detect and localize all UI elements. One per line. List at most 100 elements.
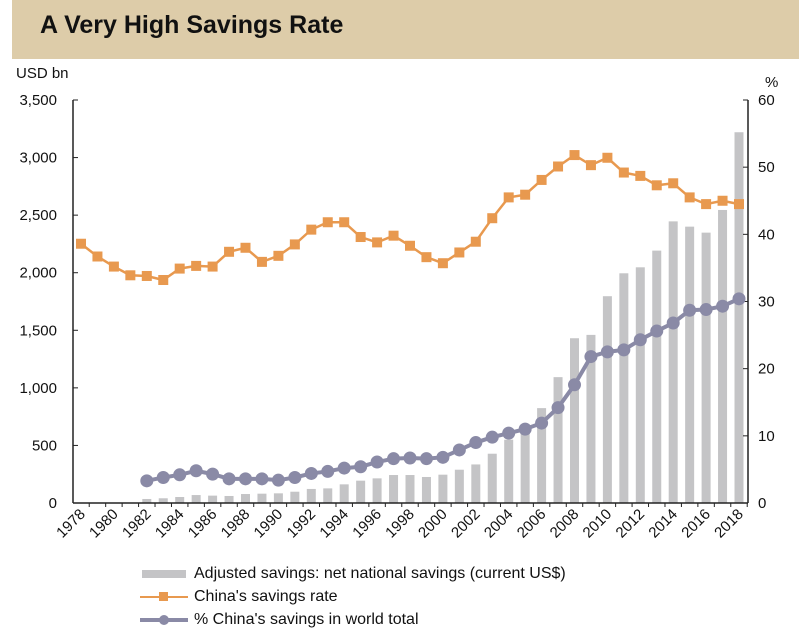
left-tick-label: 3,500	[19, 92, 57, 109]
world-share-point-2001	[452, 443, 466, 457]
savings-rate-point-2002	[470, 236, 481, 247]
world-share-point-2009	[584, 350, 598, 364]
savings-rate-point-1980	[108, 261, 119, 272]
bar-1987	[224, 495, 234, 503]
left-tick-label: 500	[32, 437, 57, 454]
world-share-point-1999	[419, 452, 433, 466]
legend-item-rate: China's savings rate	[140, 585, 566, 608]
right-tick-label: 50	[758, 159, 775, 176]
left-tick-label: 2,500	[19, 207, 57, 224]
x-tick-label: 1978	[53, 506, 89, 542]
right-tick-label: 30	[758, 294, 775, 311]
right-tick-label: 40	[758, 226, 775, 243]
world-share-point-2014	[666, 316, 680, 330]
world-share-point-2010	[600, 345, 614, 359]
bar-2013	[652, 250, 662, 503]
x-tick-label: 1992	[284, 506, 320, 542]
bar-2015	[685, 226, 695, 503]
world-share-point-1990	[271, 473, 285, 487]
x-tick-label: 2014	[645, 506, 681, 542]
legend-circle-line-swatch	[140, 612, 190, 628]
x-tick-label: 2004	[481, 506, 517, 542]
bar-1999	[421, 476, 431, 503]
world-share-point-1987	[222, 472, 236, 486]
x-tick-label: 1980	[86, 506, 122, 542]
savings-rate-point-1992	[306, 224, 317, 235]
world-share-point-2008	[568, 378, 581, 392]
bar-1993	[323, 488, 333, 503]
bar-1997	[389, 475, 399, 503]
world-share-point-1995	[354, 460, 368, 474]
savings-rate-point-2017	[717, 195, 728, 206]
savings-rate-point-2008	[569, 150, 580, 161]
bar-2002	[471, 464, 481, 503]
bar-2005	[520, 429, 530, 503]
savings-rate-point-1993	[322, 217, 333, 228]
bar-2016	[701, 232, 711, 503]
world-share-point-1988	[239, 472, 252, 486]
world-share-point-2003	[485, 430, 499, 444]
world-share-point-1985	[189, 464, 203, 478]
right-tick-label: 20	[758, 361, 775, 378]
x-tick-label: 1982	[119, 506, 155, 542]
savings-rate-point-1978	[76, 238, 86, 249]
right-tick-label: 60	[758, 92, 775, 109]
world-share-point-2015	[683, 303, 697, 317]
legend-label: Adjusted savings: net national savings (…	[194, 564, 566, 582]
savings-rate-point-2000	[437, 258, 448, 269]
left-tick-label: 1,000	[19, 380, 57, 397]
left-tick-label: 1,500	[19, 322, 57, 339]
savings-rate-point-1982	[141, 270, 152, 281]
savings-rate-point-1999	[421, 252, 432, 263]
world-share-point-1997	[387, 452, 401, 466]
bar-2010	[602, 296, 612, 503]
x-tick-label: 2006	[514, 506, 550, 542]
savings-rate-point-2018	[734, 199, 744, 210]
legend-bar-swatch	[140, 566, 190, 582]
world-share-point-1992	[304, 466, 318, 480]
world-share-point-1989	[255, 472, 269, 486]
bar-2000	[438, 474, 448, 503]
savings-rate-point-2010	[602, 152, 613, 163]
savings-rate-point-1989	[256, 256, 267, 267]
legend-item-bars: Adjusted savings: net national savings (…	[140, 562, 566, 585]
bar-1986	[208, 495, 218, 503]
world-share-point-2002	[469, 436, 483, 450]
bar-1994	[339, 484, 349, 503]
savings-rate-point-2014	[668, 178, 679, 189]
world-share-point-2012	[633, 333, 647, 347]
world-share-point-1991	[288, 470, 302, 484]
savings-rate-point-2015	[684, 192, 695, 203]
savings-rate-point-1998	[405, 240, 415, 251]
savings-rate-point-2009	[585, 160, 596, 171]
world-share-point-2005	[518, 422, 532, 436]
savings-rate-point-2006	[536, 174, 547, 185]
world-share-point-2004	[502, 426, 516, 440]
world-share-point-2017	[716, 299, 730, 313]
world-share-point-1996	[370, 455, 384, 469]
bar-1983	[158, 498, 168, 503]
left-axis-label: USD bn	[16, 65, 69, 82]
bar-2014	[668, 221, 678, 503]
left-tick-label: 3,000	[19, 150, 57, 167]
savings-rate-point-1996	[372, 237, 383, 248]
legend-label: % China's savings in world total	[194, 610, 419, 628]
x-tick-label: 2018	[711, 506, 747, 542]
savings-rate-point-1990	[273, 250, 284, 261]
bar-2003	[487, 453, 497, 503]
x-tick-label: 1994	[316, 506, 352, 542]
world-share-point-1998	[403, 451, 417, 465]
savings-rate-point-1994	[339, 217, 350, 228]
bar-1989	[257, 493, 267, 503]
world-share-point-1986	[206, 467, 220, 481]
bar-2018	[734, 132, 744, 504]
legend-square-line-swatch	[140, 589, 190, 605]
savings-rate-point-1991	[289, 239, 300, 250]
bar-1998	[405, 475, 415, 503]
savings-rate-point-1983	[158, 275, 169, 286]
savings-rate-point-1987	[224, 246, 235, 257]
chart-title: A Very High Savings Rate	[40, 11, 344, 39]
legend-label: China's savings rate	[194, 587, 338, 605]
x-tick-label: 1984	[152, 506, 188, 542]
